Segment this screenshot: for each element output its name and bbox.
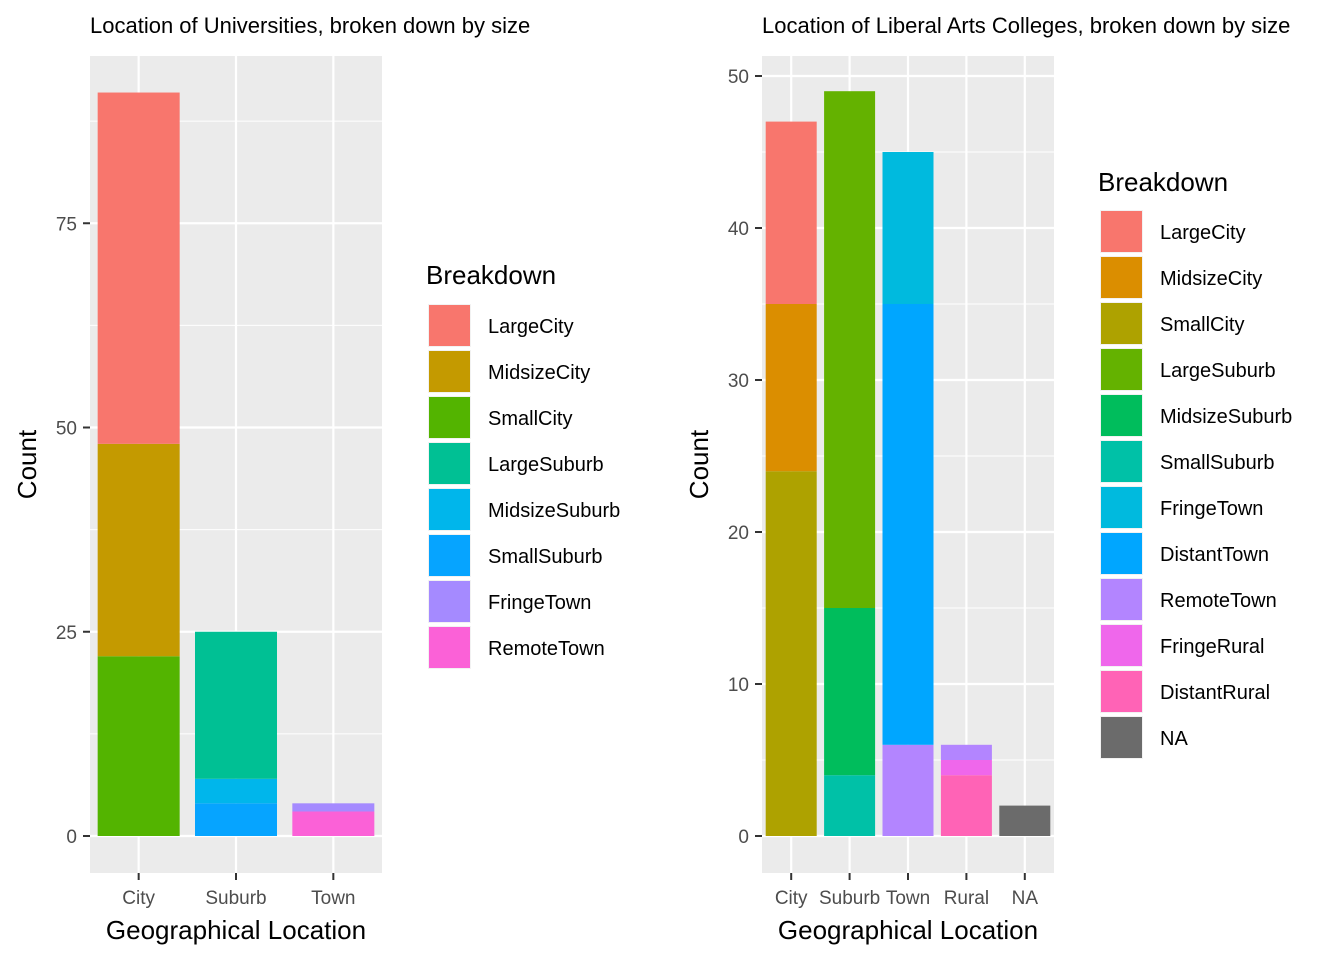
legend-swatch-NA	[1101, 717, 1142, 758]
legend-swatch-RemoteTown	[429, 627, 470, 668]
bar-segment-MidsizeSuburb-Suburb	[195, 778, 277, 804]
legend-label: NA	[1160, 728, 1188, 750]
legend: Breakdown LargeCity MidsizeCity SmallCity La…	[426, 260, 620, 669]
legend-swatch-MidsizeSuburb	[1101, 395, 1142, 436]
legend: Breakdown LargeCity MidsizeCity SmallCity La…	[1098, 167, 1292, 759]
bar-segment-SmallCity-City	[97, 656, 180, 836]
x-tick-label: Town	[311, 888, 355, 909]
x-tick-label: City	[775, 888, 808, 909]
legend-swatch-DistantTown	[1101, 533, 1142, 574]
legend-swatch-SmallCity	[429, 397, 470, 438]
legend-swatch-MidsizeSuburb	[429, 489, 470, 530]
bar-segment-LargeCity-City	[97, 92, 180, 444]
y-axis-title: Count	[684, 429, 714, 499]
legend-swatch-LargeCity	[429, 305, 470, 346]
legend-swatch-RemoteTown	[1101, 579, 1142, 620]
legend-label: SmallCity	[488, 408, 572, 430]
legend-label: SmallCity	[1160, 314, 1244, 336]
y-tick-label: 20	[728, 523, 749, 544]
y-tick-label: 40	[728, 219, 749, 240]
bar-segment-LargeSuburb-Suburb	[195, 631, 277, 779]
bar-segment-SmallCity-City	[765, 471, 817, 836]
bar-segment-MidsizeCity-City	[97, 443, 180, 657]
legend-label: DistantTown	[1160, 544, 1269, 566]
legend-label: MidsizeCity	[1160, 268, 1262, 290]
bar-segment-RemoteTown-Town	[882, 744, 934, 836]
bar-segment-MidsizeCity-City	[765, 304, 817, 472]
legend-swatch-LargeSuburb	[1101, 349, 1142, 390]
bar-segment-DistantRural-Rural	[940, 775, 992, 836]
bar-segment-MidsizeSuburb-Suburb	[824, 608, 876, 776]
legend-label: FringeTown	[1160, 498, 1263, 520]
y-tick-label: 50	[728, 67, 749, 88]
x-tick-label: Suburb	[205, 888, 266, 909]
legend-swatch-LargeCity	[1101, 211, 1142, 252]
bar-segment-SmallSuburb-Suburb	[824, 775, 876, 836]
legend-label: MidsizeSuburb	[1160, 406, 1292, 428]
legend-label: MidsizeCity	[488, 362, 590, 384]
legend-swatch-LargeSuburb	[429, 443, 470, 484]
chart-title: Location of Universities, broken down by…	[90, 13, 530, 38]
bar-segment-FringeRural-Rural	[940, 760, 992, 776]
chart-1: Location of Universities, broken down by…	[12, 13, 620, 945]
y-tick-label: 30	[728, 371, 749, 392]
bar-segment-LargeSuburb-Suburb	[824, 91, 876, 608]
y-tick-label: 10	[728, 675, 749, 696]
y-tick-label: 0	[738, 827, 749, 848]
y-tick-label: 50	[56, 419, 77, 440]
legend-label: SmallSuburb	[488, 546, 603, 568]
legend-label: DistantRural	[1160, 682, 1270, 704]
y-tick-label: 75	[56, 214, 77, 235]
y-tick-label: 0	[66, 827, 77, 848]
bar-segment-DistantTown-Town	[882, 304, 934, 745]
x-tick-label: NA	[1012, 888, 1039, 909]
legend-swatch-MidsizeCity	[1101, 257, 1142, 298]
x-axis-title: Geographical Location	[778, 915, 1038, 945]
legend-label: LargeSuburb	[488, 454, 604, 476]
chart-title: Location of Liberal Arts Colleges, broke…	[762, 13, 1290, 38]
legend-label: LargeCity	[488, 316, 574, 338]
x-tick-label: Rural	[944, 888, 989, 909]
bar-segment-NA-NA	[999, 805, 1051, 836]
legend-swatch-FringeRural	[1101, 625, 1142, 666]
legend-label: SmallSuburb	[1160, 452, 1275, 474]
bar-segment-RemoteTown-Town	[292, 811, 375, 836]
x-tick-label: Town	[886, 888, 930, 909]
legend-swatch-FringeTown	[429, 581, 470, 622]
x-tick-label: City	[122, 888, 155, 909]
bar-segment-SmallSuburb-Suburb	[195, 803, 277, 836]
x-tick-label: Suburb	[819, 888, 880, 909]
legend-label: RemoteTown	[1160, 590, 1277, 612]
bar-segment-FringeTown-Town	[882, 152, 934, 304]
legend-swatch-SmallSuburb	[429, 535, 470, 576]
bar-segment-FringeTown-Town	[292, 803, 375, 812]
x-axis-title: Geographical Location	[106, 915, 366, 945]
legend-title: Breakdown	[1098, 167, 1228, 197]
y-axis-title: Count	[12, 429, 42, 499]
y-tick-label: 25	[56, 623, 77, 644]
legend-label: FringeRural	[1160, 636, 1264, 658]
legend-swatch-SmallSuburb	[1101, 441, 1142, 482]
legend-swatch-MidsizeCity	[429, 351, 470, 392]
legend-swatch-SmallCity	[1101, 303, 1142, 344]
bar-segment-LargeCity-City	[765, 121, 817, 304]
legend-swatch-FringeTown	[1101, 487, 1142, 528]
legend-swatch-DistantRural	[1101, 671, 1142, 712]
legend-label: LargeSuburb	[1160, 360, 1276, 382]
legend-label: LargeCity	[1160, 222, 1246, 244]
legend-label: FringeTown	[488, 592, 591, 614]
bar-segment-RemoteTown-Rural	[940, 744, 992, 760]
legend-label: MidsizeSuburb	[488, 500, 620, 522]
legend-title: Breakdown	[426, 260, 556, 290]
chart-2: Location of Liberal Arts Colleges, broke…	[684, 13, 1292, 945]
legend-label: RemoteTown	[488, 638, 605, 660]
